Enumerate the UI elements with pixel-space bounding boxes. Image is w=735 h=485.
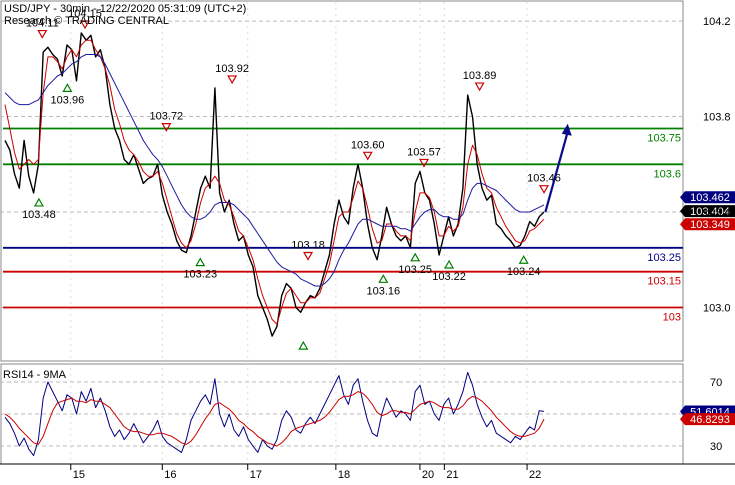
- low-marker-triangle: [298, 340, 309, 350]
- high-marker-label: 103.60: [351, 139, 385, 151]
- rsi-tag-1-text: 46.8293: [690, 414, 730, 426]
- projection-arrow-head: [561, 123, 572, 136]
- high-marker-label: 103.72: [150, 111, 184, 123]
- price-tag-2-text: 103.349: [690, 219, 730, 231]
- date-tick-label: 21: [446, 469, 458, 480]
- high-marker-label: 104.11: [26, 18, 59, 30]
- price-axis-tick-label: 104.2: [703, 16, 731, 28]
- level-label-r1: 103.75: [647, 132, 681, 144]
- price-tag-0-bg: [680, 191, 735, 204]
- rsi-panel-border: [0, 363, 684, 465]
- date-tick-label: 20: [422, 469, 434, 480]
- price-tag-1-text: 103.404: [690, 206, 730, 218]
- low-marker-label: 103.96: [51, 94, 85, 106]
- low-marker-triangle: [33, 197, 44, 207]
- high-marker-triangle: [362, 151, 373, 161]
- low-marker-label: 103.25: [398, 264, 432, 276]
- high-marker-label: 104.15: [68, 8, 102, 20]
- low-marker-label: 103.23: [183, 269, 217, 281]
- high-marker-triangle: [227, 75, 238, 85]
- high-marker-triangle: [161, 123, 172, 132]
- low-marker-label: 103.16: [366, 285, 400, 297]
- low-marker-triangle: [444, 259, 455, 269]
- level-label-pivot: 103.25: [647, 252, 681, 264]
- low-marker-triangle: [410, 252, 421, 262]
- high-marker-label: 103.18: [291, 240, 325, 252]
- price-line: [4, 32, 545, 337]
- high-marker-triangle: [418, 158, 430, 168]
- fast-ma-line: [4, 39, 545, 325]
- low-marker-triangle: [62, 83, 73, 92]
- chart-header-line2: Research © TRADING CENTRAL: [4, 15, 169, 27]
- high-marker-triangle: [474, 82, 485, 92]
- price-tag-2-bg: [680, 218, 735, 231]
- date-tick-label: 18: [338, 469, 350, 480]
- price-axis-tick-label: 103.8: [703, 112, 731, 124]
- rsi-axis-tick-label: 30: [710, 441, 722, 453]
- price-panel-border: [0, 0, 684, 362]
- low-marker-label: 103.22: [432, 271, 466, 283]
- rsi-tag-1-bg: [680, 413, 735, 426]
- high-marker-triangle: [538, 185, 550, 194]
- high-marker-label: 103.57: [407, 146, 441, 158]
- price-tag-1-bg: [680, 205, 735, 218]
- price-axis-tick-label: 103.0: [703, 302, 731, 314]
- chart-header-line1: USD/JPY - 30min - 12/22/2020 05:31:09 (U…: [4, 3, 246, 15]
- rsi-axis-tick-label: 70: [710, 377, 722, 389]
- price-tag-0-text: 103.462: [690, 192, 730, 204]
- low-marker-label: 103.24: [507, 266, 541, 278]
- date-tick-label: 22: [529, 469, 541, 480]
- high-marker-triangle: [37, 29, 48, 39]
- date-tick-label: 16: [164, 469, 176, 480]
- rsi-panel-title: RSI14 - 9MA: [3, 369, 67, 381]
- price-axis-tick-label: 103.4: [703, 207, 731, 219]
- high-marker-triangle: [79, 20, 91, 30]
- rsi-ma-line: [4, 391, 545, 447]
- low-marker-label: 103.48: [22, 209, 56, 221]
- level-label-r2: 103.6: [653, 168, 681, 180]
- projection-arrow-shaft: [544, 131, 569, 213]
- low-marker-triangle: [518, 255, 529, 264]
- high-marker-triangle: [303, 251, 314, 261]
- high-marker-label: 103.92: [215, 63, 249, 75]
- date-tick-label: 17: [250, 469, 262, 480]
- date-tick-label: 15: [73, 469, 85, 480]
- rsi-line: [4, 371, 545, 457]
- low-marker-triangle: [378, 274, 389, 283]
- level-label-s2: 103: [663, 311, 681, 323]
- low-marker-triangle: [195, 257, 206, 267]
- high-marker-label: 103.89: [463, 70, 497, 82]
- level-label-s1: 103.15: [647, 276, 681, 288]
- high-marker-label: 103.46: [527, 173, 561, 185]
- slow-ma-line: [4, 54, 545, 287]
